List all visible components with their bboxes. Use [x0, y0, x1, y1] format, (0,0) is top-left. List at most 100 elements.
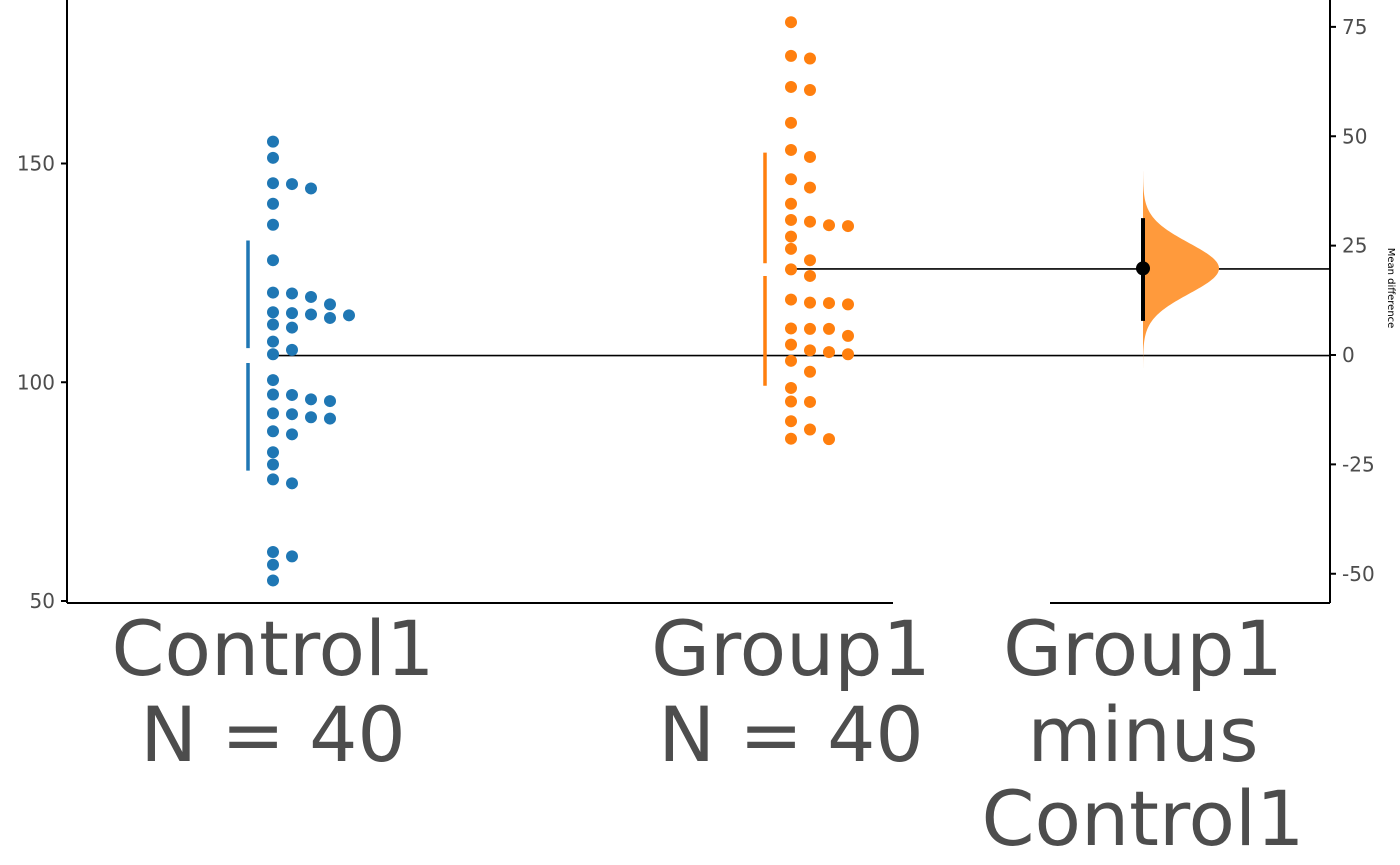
data-point: [785, 322, 797, 335]
data-point: [804, 395, 816, 408]
data-point: [267, 348, 279, 361]
effect-size-panel: [1136, 171, 1219, 369]
data-point: [785, 230, 797, 243]
data-point: [286, 307, 298, 320]
reference-lines: [273, 268, 1330, 357]
data-point: [785, 381, 797, 394]
right-axis-ticks: -50 -25 0 25 50 75: [1330, 15, 1375, 586]
data-point: [267, 335, 279, 348]
data-point: [305, 411, 317, 424]
right-tick-label: 50: [1342, 124, 1367, 148]
data-point: [804, 365, 816, 378]
left-axis-ticks: 50 100 150: [17, 152, 67, 613]
data-point: [842, 348, 854, 361]
data-point: [267, 318, 279, 331]
data-point: [267, 197, 279, 210]
data-point: [785, 80, 797, 93]
data-point: [804, 423, 816, 436]
data-point: [785, 432, 797, 445]
right-axis-title: Mean difference: [1385, 248, 1396, 329]
data-point: [804, 269, 816, 282]
left-tick-label: 50: [30, 589, 55, 613]
data-point: [785, 263, 797, 276]
data-point: [286, 343, 298, 356]
data-point: [785, 173, 797, 186]
data-point: [842, 298, 854, 311]
data-point: [324, 298, 336, 311]
data-point: [267, 425, 279, 438]
left-tick-label: 100: [17, 370, 55, 394]
data-point: [305, 393, 317, 406]
data-point: [286, 550, 298, 563]
data-point: [785, 293, 797, 306]
data-point: [823, 346, 835, 359]
right-tick-label: 25: [1342, 234, 1367, 258]
data-point: [804, 254, 816, 267]
category-n-control1: N = 40: [140, 690, 406, 779]
data-point: [804, 150, 816, 163]
data-point: [286, 477, 298, 490]
data-point: [785, 16, 797, 29]
data-point: [823, 322, 835, 335]
data-point: [842, 329, 854, 342]
data-point: [267, 458, 279, 471]
data-point: [804, 296, 816, 309]
data-point: [267, 546, 279, 558]
right-tick-label: 0: [1342, 343, 1355, 367]
data-point: [267, 177, 279, 190]
data-point: [785, 354, 797, 367]
data-point: [286, 428, 298, 441]
data-point: [267, 254, 279, 267]
effect-label-line2: minus: [1027, 690, 1258, 779]
effect-label-line1: Group1: [1003, 604, 1283, 693]
bootstrap-distribution: [1143, 171, 1219, 369]
data-point: [823, 297, 835, 310]
data-point: [267, 151, 279, 164]
gap-bars: [246, 152, 767, 471]
swarms: [267, 16, 854, 587]
data-point: [286, 287, 298, 300]
data-point: [267, 135, 279, 148]
effect-label-line3: Control1: [981, 774, 1304, 863]
category-label-group1: Group1: [651, 604, 931, 693]
data-point: [324, 412, 336, 425]
data-point: [267, 473, 279, 486]
data-point: [785, 415, 797, 428]
category-n-group1: N = 40: [658, 690, 924, 779]
data-point: [267, 218, 279, 231]
data-point: [267, 558, 279, 571]
data-point: [785, 242, 797, 255]
data-point: [267, 407, 279, 420]
data-point: [785, 49, 797, 62]
data-point: [785, 116, 797, 129]
data-point: [267, 286, 279, 299]
data-point: [324, 311, 336, 324]
data-point: [823, 219, 835, 232]
data-point: [804, 84, 816, 96]
mean-difference-point: [1136, 261, 1150, 276]
data-point: [785, 338, 797, 351]
right-tick-label: -25: [1342, 452, 1375, 476]
data-point: [804, 181, 816, 194]
left-tick-label: 150: [17, 152, 55, 176]
data-point: [842, 220, 854, 233]
data-point: [785, 213, 797, 226]
data-point: [305, 308, 317, 321]
data-point: [267, 306, 279, 319]
data-point: [804, 344, 816, 357]
data-point: [267, 374, 279, 387]
data-point: [804, 52, 816, 65]
data-point: [343, 309, 355, 322]
data-point: [286, 388, 298, 401]
right-tick-label: 75: [1342, 15, 1367, 39]
data-point: [785, 197, 797, 210]
data-point: [286, 321, 298, 334]
data-point: [785, 143, 797, 156]
data-point: [823, 433, 835, 446]
data-point: [286, 408, 298, 421]
data-point: [785, 395, 797, 408]
data-point: [305, 182, 317, 195]
data-point: [804, 322, 816, 335]
data-point: [804, 215, 816, 228]
